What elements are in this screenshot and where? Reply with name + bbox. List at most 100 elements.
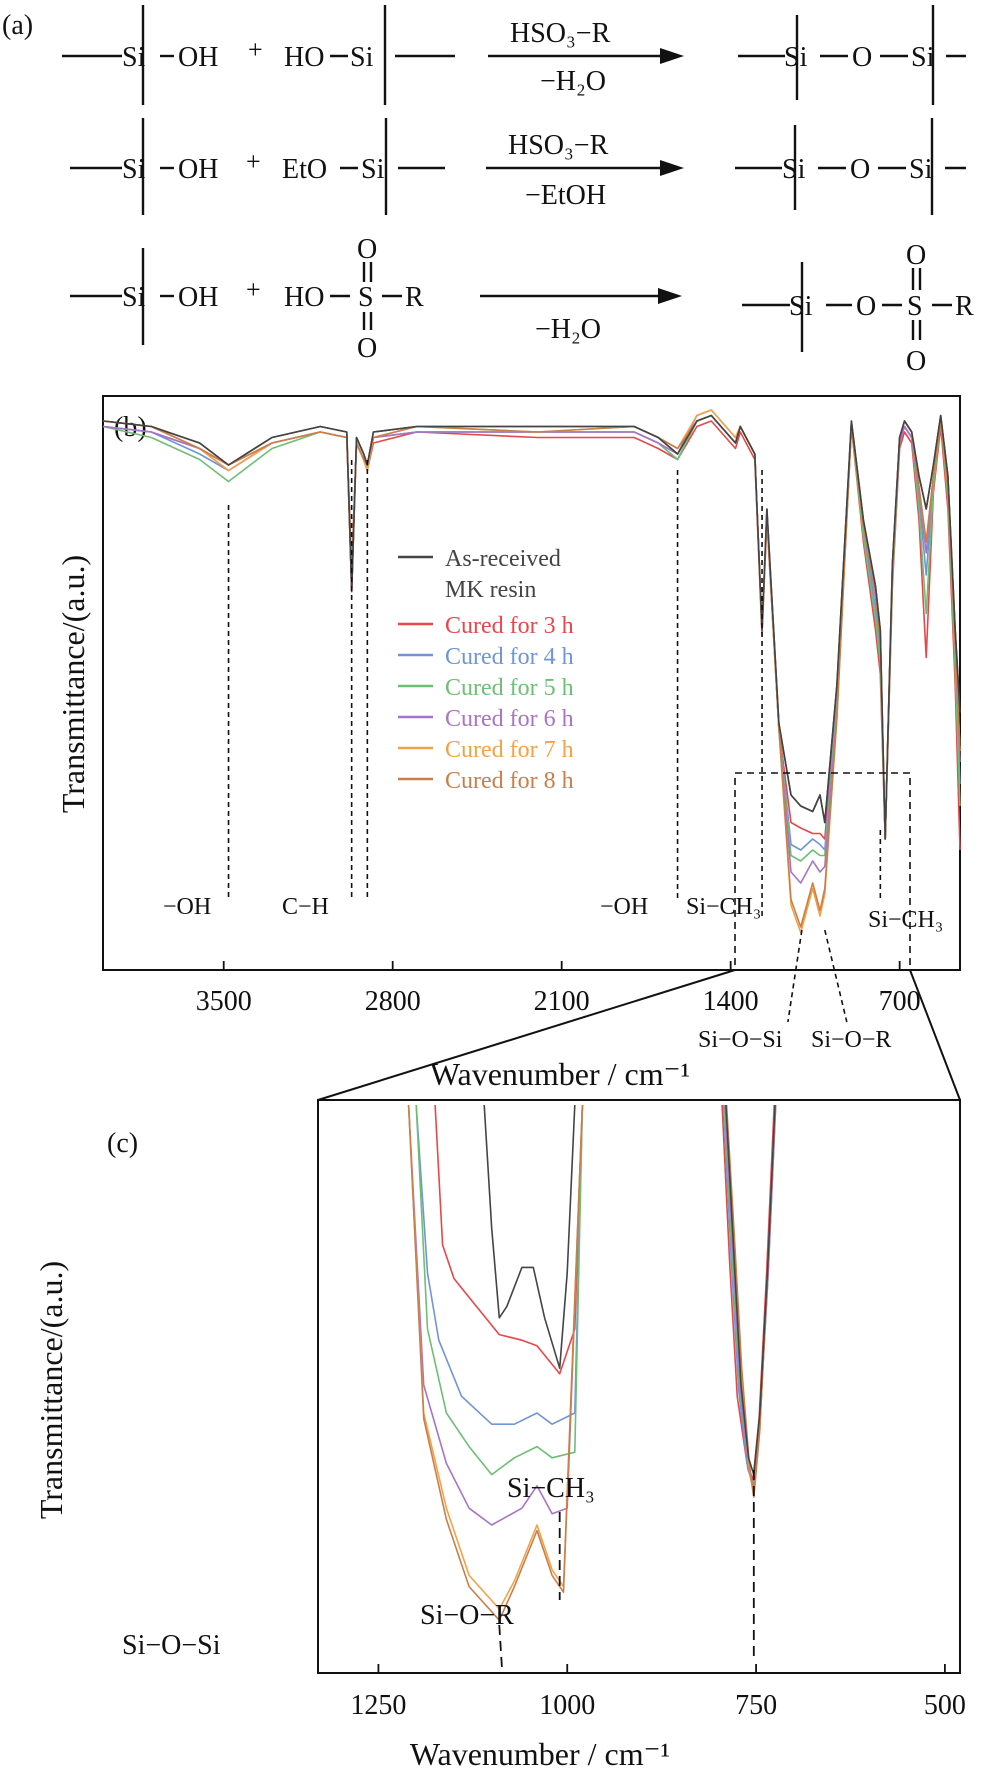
panel-b-legend: As-received MK resin Cured for 3 h Cured… — [398, 546, 574, 794]
series-line-h8 — [407, 1104, 584, 1621]
reaction-3-oh: OH — [178, 282, 218, 313]
reaction-2-product-si-right: Si — [909, 154, 933, 185]
reaction-3-product-o-bottom: O — [906, 346, 926, 377]
x-tick-label: 500 — [924, 1690, 966, 1721]
reaction-3-byproduct: −H₂O — [535, 314, 601, 345]
panel-b-x-axis: 3500 2800 2100 1400 700 — [196, 961, 921, 1017]
legend-entry: Cured for 5 h — [445, 675, 574, 701]
reaction-1-product-si-left: Si — [784, 42, 808, 73]
annotation-c-sich3: Si−CH₃ — [507, 1473, 595, 1504]
series-line-h3 — [434, 1104, 584, 1375]
series-line-h4 — [415, 1104, 584, 1425]
reaction-3-si-left: Si — [122, 282, 146, 313]
x-tick-label: 1000 — [539, 1690, 595, 1721]
panel-b-annotations: −OH C−H −OH Si−CH₃ Si−CH₃ Si−O−Si Si−O−R — [163, 894, 943, 1053]
panel-b-band-markers — [227, 460, 882, 1023]
reaction-1-product-si-right: Si — [911, 42, 935, 73]
band-marker-siosi — [498, 1624, 504, 1674]
reaction-1-oh: OH — [178, 42, 218, 73]
series-line-h7 — [407, 1104, 584, 1610]
panel-a-label: (a) — [2, 10, 33, 41]
reaction-3-product-r: R — [955, 291, 974, 322]
annotation-sior: Si−O−R — [811, 1027, 891, 1053]
reaction-3-product-o: O — [856, 291, 876, 322]
panel-b-xlabel: Wavenumber / cm⁻¹ — [430, 1056, 690, 1092]
series-line-as-received — [483, 1104, 576, 1369]
legend-entry: Cured for 3 h — [445, 613, 574, 639]
panel-b-frame — [102, 395, 961, 971]
reaction-1-si-right: Si — [350, 42, 374, 73]
series-line-h5 — [415, 1104, 584, 1476]
reaction-3-plus: + — [246, 275, 261, 304]
panel-c-x-axis: 1250 1000 750 500 — [350, 1664, 966, 1721]
annotation-c-sior: Si−O−R — [420, 1600, 514, 1631]
zoom-region-box — [734, 772, 911, 971]
reaction-3-o-top: O — [357, 234, 377, 265]
reaction-2-product-si-left: Si — [782, 154, 806, 185]
annotation-oh-left: −OH — [163, 894, 211, 920]
panel-c-frame — [317, 1099, 961, 1674]
panel-b-ylabel: Transmittance/(a.u.) — [55, 555, 91, 813]
reaction-2-byproduct: −EtOH — [525, 180, 606, 211]
reaction-3-ho: HO — [284, 282, 324, 313]
arrow-head — [660, 160, 684, 176]
zoom-connector-left — [317, 969, 736, 1101]
x-tick-label: 1250 — [350, 1690, 406, 1721]
reaction-3: Si OH + HO S O O R −H₂O Si O S O — [70, 234, 974, 377]
series-line-as-received — [725, 1104, 776, 1476]
reaction-3-product-o-top: O — [906, 240, 926, 271]
reaction-1-byproduct: −H₂O — [540, 66, 606, 97]
reaction-1-si-left: Si — [122, 42, 146, 73]
reaction-3-o-bottom: O — [357, 333, 377, 364]
arrow-head — [658, 288, 682, 304]
reaction-3-product-s: S — [907, 291, 923, 322]
reaction-1-reagent: HSO₃−R — [510, 18, 611, 49]
reaction-1-ho: HO — [284, 42, 324, 73]
zoom-connector-right — [909, 969, 961, 1101]
panel-c: (c) Transmittance/(a.u.) Wavenumber / cm… — [33, 1099, 966, 1771]
series-line-h6 — [407, 1104, 584, 1526]
legend-entry: Cured for 6 h — [445, 706, 574, 732]
annotation-sich3-left: Si−CH₃ — [686, 894, 761, 920]
reaction-1-product-o: O — [852, 42, 872, 73]
panel-b-label: (b) — [114, 412, 147, 443]
panel-b: (b) Transmittance/(a.u.) Wavenumber / cm… — [55, 395, 961, 1101]
reaction-3-s: S — [358, 282, 374, 313]
annotation-ch: C−H — [282, 894, 329, 920]
reaction-2-reagent: HSO₃−R — [508, 130, 609, 161]
panel-c-xlabel: Wavenumber / cm⁻¹ — [410, 1736, 670, 1771]
reaction-2-eto: EtO — [282, 154, 327, 185]
panel-a: (a) Si OH + HO Si HSO₃−R −H₂O Si O Si — [2, 5, 974, 377]
x-tick-label: 750 — [735, 1690, 777, 1721]
legend-entry: Cured for 4 h — [445, 644, 574, 670]
annotation-sich3-right: Si−CH₃ — [868, 907, 943, 933]
x-tick-label: 2800 — [365, 986, 421, 1017]
reaction-2-product-o: O — [850, 154, 870, 185]
reaction-2-si-right: Si — [361, 154, 385, 185]
band-marker-siosi — [787, 929, 803, 1023]
panel-c-ylabel: Transmittance/(a.u.) — [33, 1261, 69, 1519]
reaction-1: Si OH + HO Si HSO₃−R −H₂O Si O Si — [62, 5, 966, 105]
reaction-2-si-left: Si — [122, 154, 146, 185]
reaction-3-r: R — [405, 282, 424, 313]
annotation-siosi: Si−O−Si — [698, 1027, 783, 1053]
x-tick-label: 3500 — [196, 986, 252, 1017]
legend-entry: MK resin — [445, 577, 536, 603]
series-line-as-received-top — [102, 414, 961, 840]
panel-c-series — [407, 1104, 777, 1621]
legend-entry: As-received — [445, 546, 561, 572]
band-marker-sior — [824, 929, 848, 1023]
legend-entry: Cured for 7 h — [445, 737, 574, 763]
x-tick-label: 1400 — [703, 986, 759, 1017]
series-line-h7 — [102, 409, 961, 934]
reaction-2: Si OH + EtO Si HSO₃−R −EtOH Si O Si — [70, 118, 966, 215]
panel-c-band-markers — [498, 1470, 755, 1674]
annotation-c-siosi: Si−O−Si — [122, 1630, 221, 1661]
arrow-head — [660, 48, 684, 64]
annotation-oh-right: −OH — [600, 894, 648, 920]
reaction-2-plus: + — [246, 147, 261, 176]
series-line-h8 — [102, 414, 961, 928]
x-tick-label: 700 — [879, 986, 921, 1017]
x-tick-label: 2100 — [534, 986, 590, 1017]
reaction-2-oh: OH — [178, 154, 218, 185]
